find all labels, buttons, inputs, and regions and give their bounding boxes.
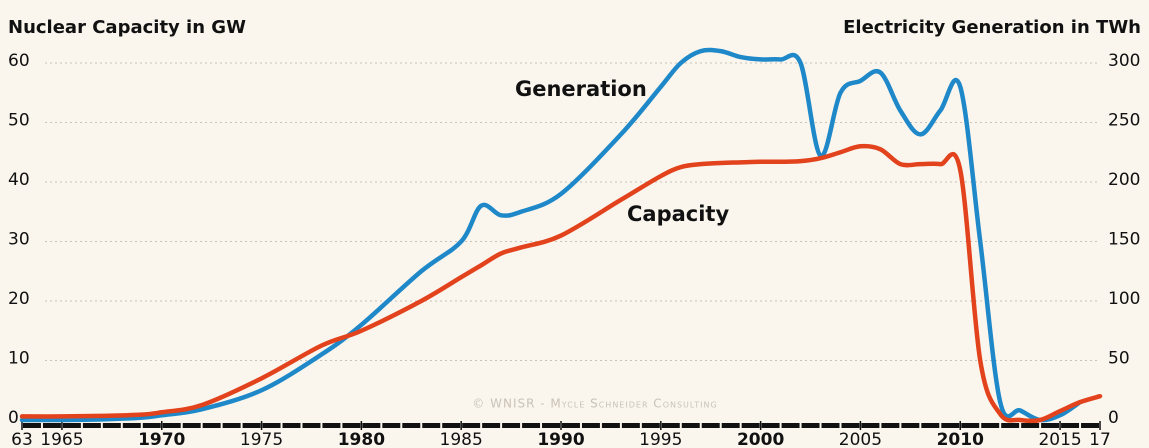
axis-segment bbox=[801, 423, 820, 428]
axis-segment bbox=[1081, 423, 1099, 428]
y-tick-label: 20 bbox=[8, 289, 30, 309]
y2-axis-title: Electricity Generation in TWh bbox=[843, 17, 1141, 38]
axis-segment bbox=[382, 423, 401, 428]
axis-segment bbox=[841, 423, 860, 428]
axis-segment bbox=[82, 423, 101, 428]
axis-segment bbox=[921, 423, 940, 428]
axis-segment bbox=[562, 423, 580, 428]
y-axis-title: Nuclear Capacity in GW bbox=[8, 17, 246, 38]
axis-segment bbox=[442, 423, 461, 428]
axis-segment bbox=[162, 423, 181, 428]
axis-segment bbox=[761, 423, 780, 428]
y2-tick-label: 300 bbox=[1108, 51, 1140, 71]
axis-segment bbox=[462, 423, 481, 428]
axis-segment bbox=[102, 423, 121, 428]
axis-segment bbox=[23, 423, 41, 428]
axis-segment bbox=[981, 423, 1000, 428]
axis-segment bbox=[542, 423, 560, 428]
axis-segment bbox=[881, 423, 900, 428]
axis-segment bbox=[601, 423, 620, 428]
axis-segment bbox=[522, 423, 541, 428]
y2-tick-label: 100 bbox=[1108, 289, 1140, 309]
y-tick-label: 40 bbox=[8, 170, 30, 190]
x-tick-label: 1985 bbox=[440, 430, 483, 448]
axis-segment bbox=[901, 423, 920, 428]
axis-segment bbox=[422, 423, 441, 428]
axis-segment bbox=[222, 423, 241, 428]
x-tick-label: 63 bbox=[11, 430, 33, 448]
annotation: Generation bbox=[515, 77, 647, 101]
x-tick-label: 1990 bbox=[537, 430, 584, 448]
axis-segment bbox=[861, 423, 880, 428]
axis-segment bbox=[741, 423, 760, 428]
axis-segment bbox=[122, 423, 141, 428]
y-tick-label: 60 bbox=[8, 51, 30, 71]
x-tick-label: 1975 bbox=[240, 430, 283, 448]
axis-segment bbox=[621, 423, 640, 428]
axis-segment bbox=[62, 423, 81, 428]
series-line bbox=[19, 47, 1083, 423]
axis-segment bbox=[941, 423, 960, 428]
x-tick-label: 2010 bbox=[937, 430, 984, 448]
axis-segment bbox=[502, 423, 521, 428]
axis-segment bbox=[661, 423, 680, 428]
axis-segment bbox=[242, 423, 261, 428]
axis-segment bbox=[262, 423, 281, 428]
axis-segment bbox=[42, 423, 61, 428]
x-tick-label: 1995 bbox=[639, 430, 682, 448]
y2-tick-label: 250 bbox=[1108, 111, 1140, 131]
axis-segment bbox=[1021, 423, 1040, 428]
axis-segment bbox=[182, 423, 201, 428]
x-tick-label: 2000 bbox=[737, 430, 784, 448]
axis-segment bbox=[202, 423, 221, 428]
axis-segment bbox=[1041, 423, 1060, 428]
axis-segment bbox=[681, 423, 700, 428]
axis-segment bbox=[821, 423, 840, 428]
axis-segment bbox=[721, 423, 740, 428]
y2-tick-label: 0 bbox=[1108, 408, 1119, 428]
y-tick-label: 30 bbox=[8, 230, 30, 250]
series-line bbox=[19, 143, 1103, 424]
y2-tick-label: 150 bbox=[1108, 230, 1140, 250]
axis-segment bbox=[961, 423, 980, 428]
x-tick-label: 2005 bbox=[839, 430, 882, 448]
axis-segment bbox=[482, 423, 501, 428]
y-tick-label: 10 bbox=[8, 349, 30, 369]
axis-segment bbox=[362, 423, 381, 428]
y-tick-label: 0 bbox=[8, 408, 19, 428]
axis-segment bbox=[1061, 423, 1080, 428]
axis-segment bbox=[402, 423, 421, 428]
x-tick-label: 1980 bbox=[338, 430, 385, 448]
axis-segment bbox=[641, 423, 660, 428]
axis-segment bbox=[322, 423, 341, 428]
x-tick-label: 1970 bbox=[138, 430, 185, 448]
axis-segment bbox=[142, 423, 161, 428]
y2-tick-label: 200 bbox=[1108, 170, 1140, 190]
axis-segment bbox=[302, 423, 321, 428]
axis-segment bbox=[342, 423, 361, 428]
axis-segment bbox=[1001, 423, 1020, 428]
x-tick-label: 2015 bbox=[1038, 430, 1081, 448]
x-tick-label: 1965 bbox=[40, 430, 83, 448]
copyright: © WNISR - Mycle Schneider Consulting bbox=[472, 397, 717, 411]
axis-segment bbox=[581, 423, 600, 428]
axis-segment bbox=[282, 423, 301, 428]
axis-segment bbox=[781, 423, 800, 428]
axis-segment bbox=[701, 423, 720, 428]
y-tick-label: 50 bbox=[8, 111, 30, 131]
x-tick-label: 17 bbox=[1089, 430, 1111, 448]
annotation: Capacity bbox=[627, 202, 729, 226]
y2-tick-label: 50 bbox=[1108, 349, 1130, 369]
